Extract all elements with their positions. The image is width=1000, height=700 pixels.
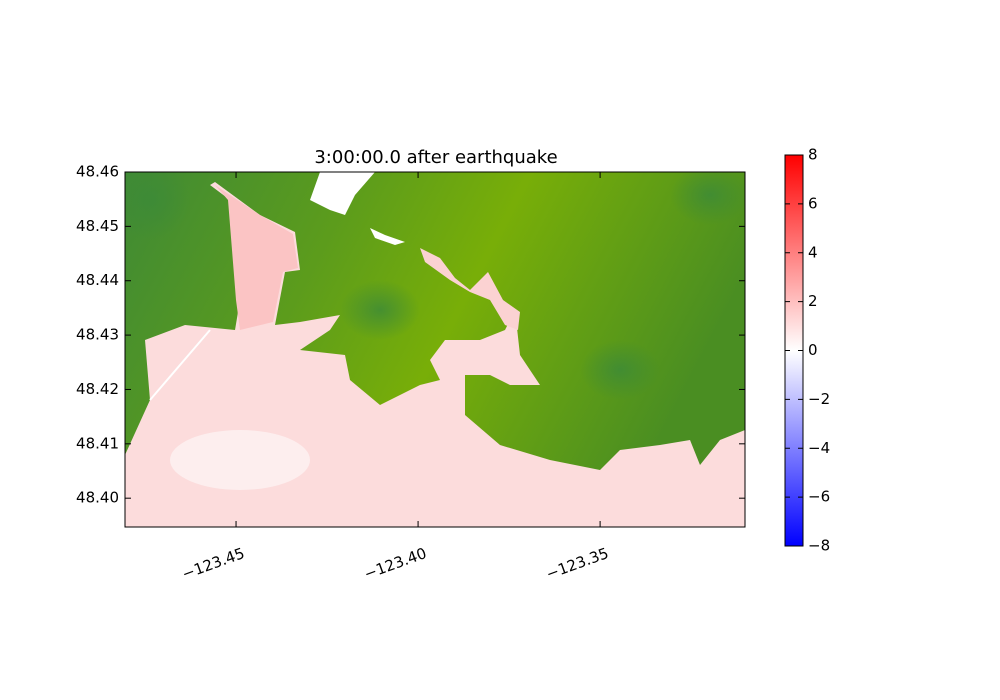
colorbar-tick-label: −8 [808,537,830,555]
chart-title: 3:00:00.0 after earthquake [314,147,557,168]
land-shade [670,172,745,225]
no-data [310,172,375,215]
y-tick-label: 48.46 [76,163,119,181]
land-shade [125,172,190,240]
colorbar-tick-label: −4 [808,439,830,457]
y-tick-label: 48.41 [76,434,119,452]
colorbar-tick-label: 6 [808,194,818,212]
colorbar-tick-label: 0 [808,341,818,359]
colorbar-tick-label: −6 [808,488,830,506]
no-data [149,329,211,401]
plot-frame [124,171,746,528]
land-shade [340,280,420,340]
x-tick-label: −123.35 [544,544,611,583]
colorbar-tick-label: 2 [808,292,818,310]
colorbar-tick-label: 4 [808,243,818,261]
water-shade [170,430,310,490]
water-inner [215,185,298,330]
colorbar-tick-label: 8 [808,146,818,164]
map-image [125,172,745,527]
y-tick-label: 48.45 [76,217,119,235]
y-tick-label: 48.44 [76,271,119,289]
land-shade [580,340,660,400]
no-data [370,228,405,245]
x-tick-label: −123.45 [180,544,247,583]
colorbar-tick-label: −2 [808,390,830,408]
x-tick-label: −123.40 [362,544,429,583]
inlet [420,248,520,330]
y-tick-label: 48.40 [76,489,119,507]
y-tick-label: 48.43 [76,326,119,344]
y-tick-label: 48.42 [76,380,119,398]
